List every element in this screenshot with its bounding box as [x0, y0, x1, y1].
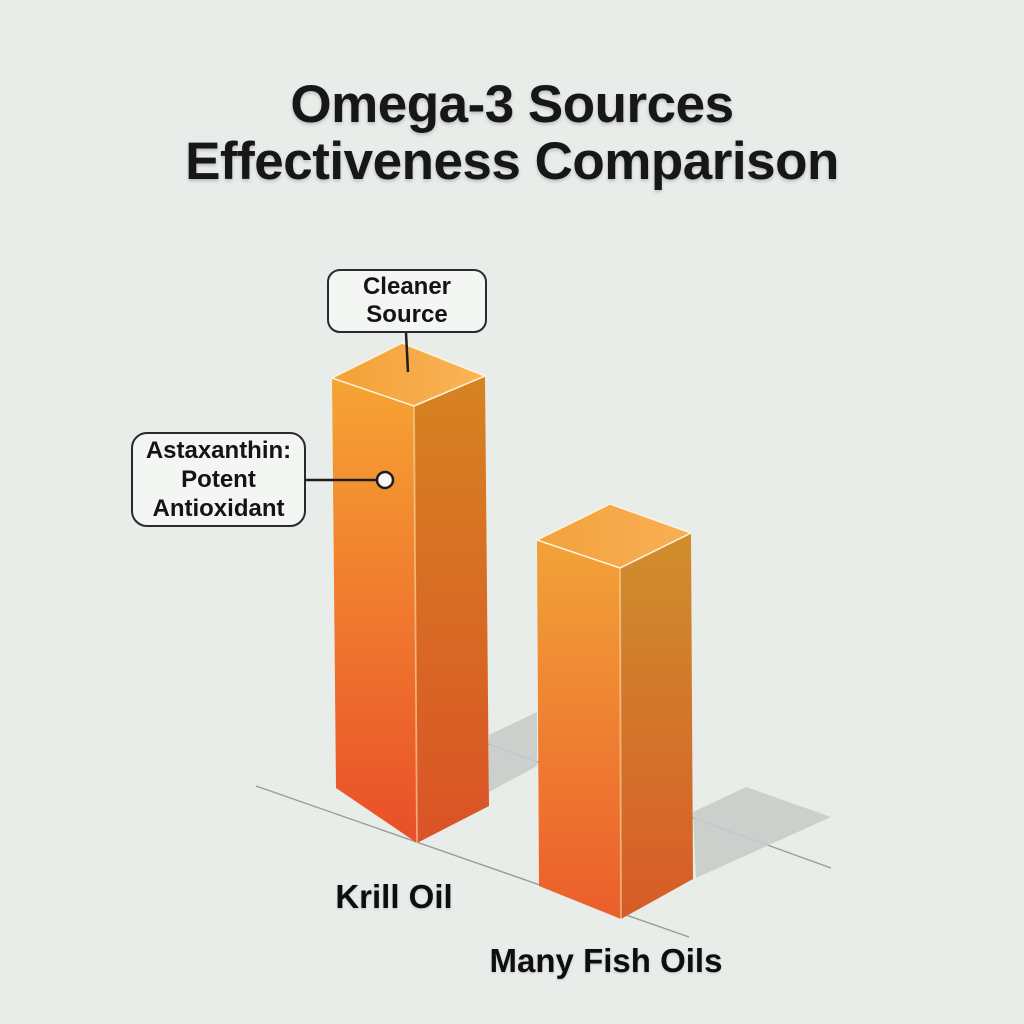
callout-astaxanthin: Astaxanthin: Potent Antioxidant [131, 432, 306, 527]
bar-label-krill-oil: Krill Oil [335, 878, 453, 915]
krill-bar-shadow [489, 712, 537, 792]
fish-bar-shadow [693, 787, 831, 878]
krill-oil-bar [331, 342, 489, 844]
fish-oils-bar [536, 503, 693, 920]
fish-bar-front-edge [619, 567, 622, 920]
chart-title: Omega-3 Sources Effectiveness Comparison [0, 76, 1024, 190]
bar-label-many-fish-oils: Many Fish Oils [489, 942, 723, 979]
krill-bar-front-edge [413, 405, 418, 844]
astaxanthin-marker-dot [375, 470, 395, 490]
astaxanthin-connector [306, 470, 395, 490]
chart-title-line-2: Effectiveness Comparison [185, 132, 839, 191]
krill-bar-left-face [332, 378, 417, 843]
fish-bar-right-face [620, 533, 693, 919]
fish-bar-left-face [537, 540, 621, 919]
cleaner-source-connector-line [404, 332, 410, 373]
callout-cleaner-source: Cleaner Source [327, 269, 487, 333]
krill-bar-right-face [414, 376, 489, 843]
chart-title-line-1: Omega-3 Sources [290, 75, 734, 134]
